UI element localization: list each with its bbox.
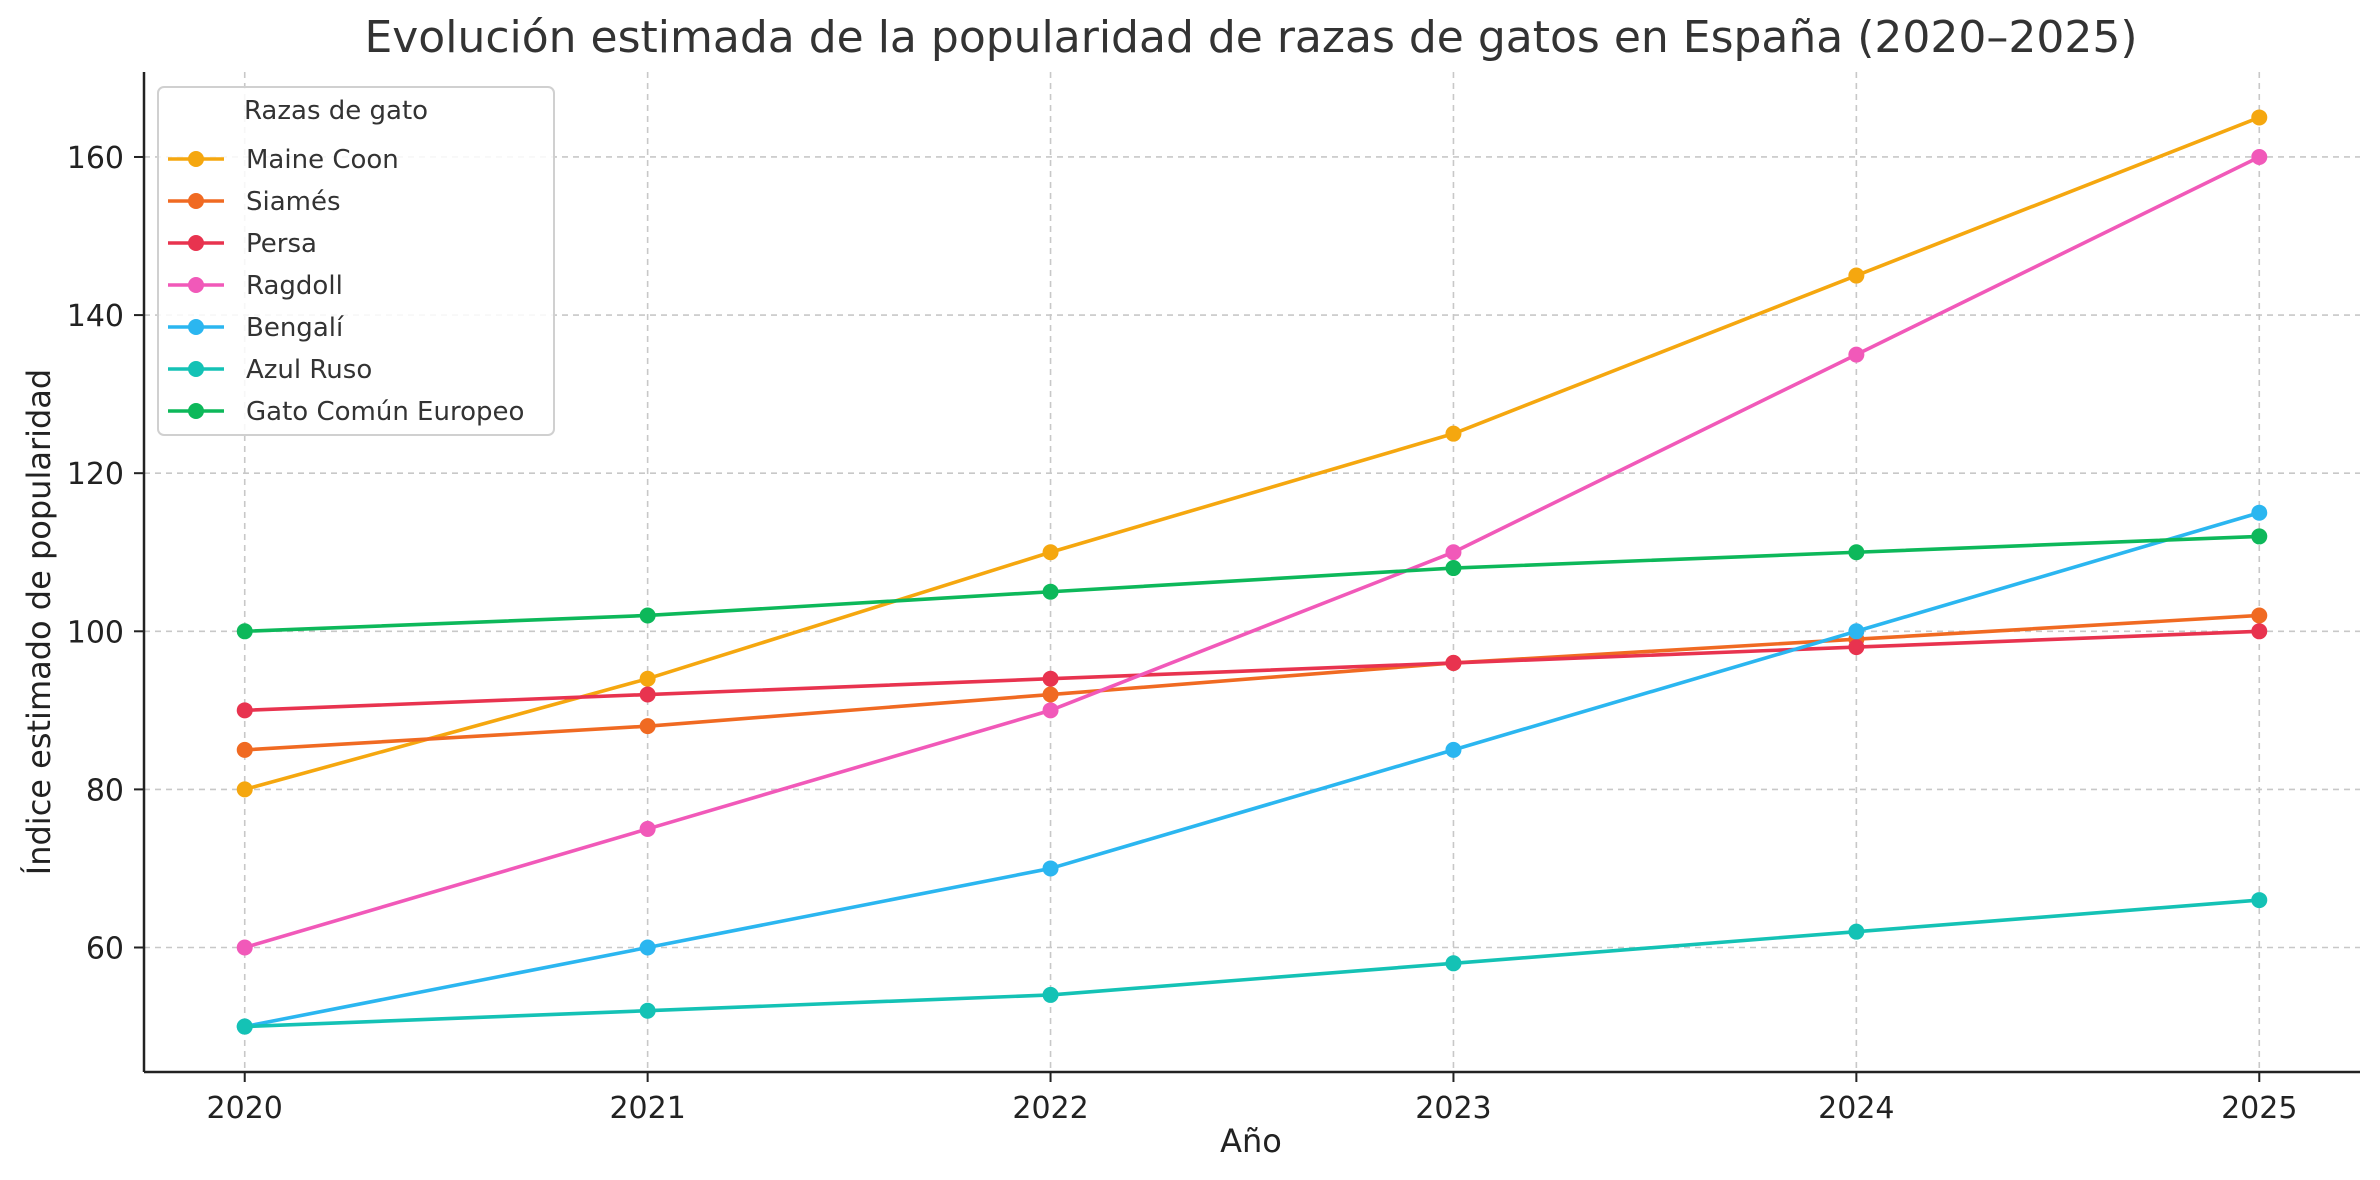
data-point: [1848, 544, 1865, 561]
x-tick-label: 2024: [1818, 1091, 1894, 1126]
data-point: [236, 781, 253, 798]
data-point: [236, 1018, 253, 1035]
data-point: [2251, 504, 2268, 521]
data-point: [1042, 544, 1059, 561]
legend: Razas de gato Maine Coon Siamés Persa Ragdol…: [157, 86, 555, 436]
data-point: [639, 1002, 656, 1019]
data-point: [1445, 654, 1462, 671]
legend-box: [157, 86, 555, 436]
legend-title: Razas de gato: [244, 96, 428, 126]
x-tick-label: 2022: [1012, 1091, 1088, 1126]
series-2: [236, 623, 2268, 719]
data-point: [236, 623, 253, 640]
legend-label: Bengalí: [246, 313, 344, 343]
y-tick-label: 60: [86, 931, 124, 966]
data-point: [1445, 425, 1462, 442]
series-lines: [236, 109, 2268, 1035]
series-6: [236, 528, 2268, 640]
legend-item: Ragdoll: [168, 271, 343, 301]
data-point: [1848, 346, 1865, 363]
data-point: [2251, 148, 2268, 165]
legend-item: Bengalí: [168, 313, 344, 343]
data-point: [1848, 923, 1865, 940]
data-point: [2251, 892, 2268, 909]
series-3: [236, 148, 2268, 956]
data-point: [639, 718, 656, 735]
legend-label: Gato Común Europeo: [246, 397, 524, 427]
y-tick-label: 140: [67, 299, 124, 334]
legend-item: Persa: [168, 229, 317, 259]
legend-label: Maine Coon: [246, 145, 399, 175]
data-point: [1042, 670, 1059, 687]
x-tick-label: 2023: [1415, 1091, 1491, 1126]
y-tick-label: 100: [67, 615, 124, 650]
series-line: [244, 155, 2261, 950]
series-4: [236, 504, 2268, 1035]
x-axis-label: Año: [1220, 1122, 1282, 1160]
series-line: [244, 898, 2260, 1029]
legend-marker: [188, 403, 204, 419]
series-5: [236, 892, 2268, 1035]
data-point: [639, 820, 656, 837]
series-line: [244, 534, 2260, 634]
chart-title: Evolución estimada de la popularidad de …: [364, 12, 2137, 63]
legend-marker: [188, 151, 204, 167]
data-point: [1848, 623, 1865, 640]
data-point: [639, 686, 656, 703]
y-tick-label: 160: [67, 141, 124, 176]
series-line: [244, 629, 2260, 713]
data-point: [1042, 686, 1059, 703]
data-point: [1445, 560, 1462, 577]
legend-marker: [188, 193, 204, 209]
series-line: [244, 613, 2260, 752]
data-point: [1042, 860, 1059, 877]
x-tick-label: 2020: [207, 1091, 283, 1126]
x-tick-label: 2025: [2221, 1091, 2297, 1126]
series-line: [244, 510, 2260, 1029]
data-point: [236, 939, 253, 956]
data-point: [2251, 528, 2268, 545]
legend-item: Maine Coon: [168, 145, 399, 175]
data-point: [639, 670, 656, 687]
data-point: [2251, 109, 2268, 126]
data-point: [236, 702, 253, 719]
data-point: [1042, 986, 1059, 1003]
data-point: [2251, 623, 2268, 640]
legend-label: Siamés: [246, 187, 341, 217]
data-point: [639, 607, 656, 624]
legend-label: Ragdoll: [246, 271, 343, 301]
data-point: [1848, 639, 1865, 656]
x-tick-label: 2021: [609, 1091, 685, 1126]
data-point: [639, 939, 656, 956]
data-point: [1042, 583, 1059, 600]
y-axis-label: Índice estimado de popularidad: [20, 369, 58, 875]
data-point: [2251, 607, 2268, 624]
legend-item: Azul Ruso: [168, 355, 372, 385]
legend-label: Persa: [246, 229, 317, 259]
data-point: [1848, 267, 1865, 284]
y-tick-label: 80: [86, 773, 124, 808]
legend-item: Siamés: [168, 187, 341, 217]
legend-marker: [188, 277, 204, 293]
legend-marker: [188, 361, 204, 377]
legend-marker: [188, 235, 204, 251]
axes: 2020 2021 2022 2023 2024 2025 60 80 100 120 140 160: [67, 72, 2360, 1126]
legend-marker: [188, 319, 204, 335]
data-point: [236, 741, 253, 758]
data-point: [1445, 955, 1462, 972]
legend-item: Gato Común Europeo: [168, 397, 524, 427]
y-tick-label: 120: [67, 457, 124, 492]
data-point: [1445, 741, 1462, 758]
legend-label: Azul Ruso: [246, 355, 372, 385]
data-point: [1445, 544, 1462, 561]
data-point: [1042, 702, 1059, 719]
